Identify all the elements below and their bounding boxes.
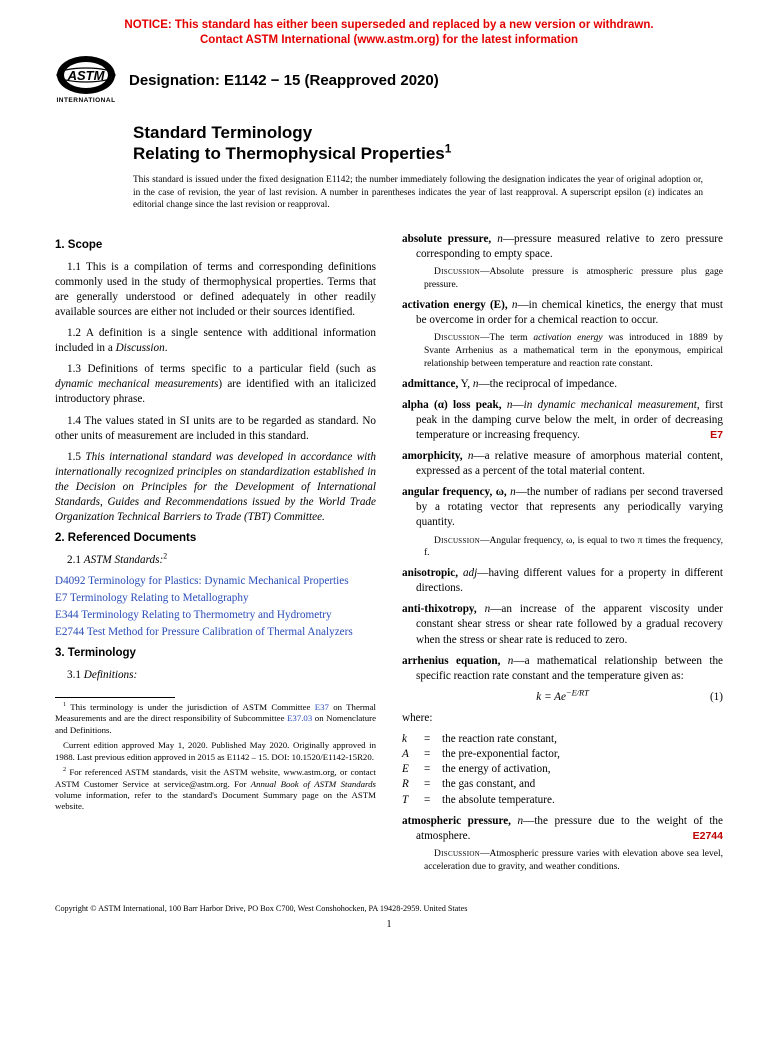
discussion: Discussion—The term activation energy wa…	[402, 332, 723, 370]
refs-sub: 2.1 ASTM Standards:2	[55, 553, 376, 568]
arrhenius-equation-formula: k = Ae−E/RT (1)	[402, 690, 723, 705]
term-ref-e2744: E2744	[707, 829, 723, 843]
equation-number: (1)	[710, 690, 723, 705]
scope-1-2: 1.2 A definition is a single sentence wi…	[55, 326, 376, 356]
where-label: where:	[402, 711, 723, 726]
terminology-sub: 3.1 Definitions:	[55, 668, 376, 683]
terminology-heading: 3. Terminology	[55, 646, 376, 662]
where-row: E=the energy of activation,	[402, 762, 723, 777]
ref-item: E2744 Test Method for Pressure Calibrati…	[55, 625, 376, 640]
discussion: Discussion—Atmospheric pressure varies w…	[402, 848, 723, 874]
term-arrhenius-equation: arrhenius equation, n—a mathematical rel…	[402, 654, 723, 684]
where-row: k=the reaction rate constant,	[402, 732, 723, 747]
term-absolute-pressure: absolute pressure, n—pressure measured r…	[402, 232, 723, 262]
svg-text:ASTM: ASTM	[67, 68, 106, 83]
footnote-1: 1 This terminology is under the jurisdic…	[55, 702, 376, 736]
committee-e37-link[interactable]: E37	[315, 702, 329, 712]
notice-banner: NOTICE: This standard has either been su…	[55, 18, 723, 48]
right-column: absolute pressure, n—pressure measured r…	[402, 232, 723, 879]
scope-1-1: 1.1 This is a compilation of terms and c…	[55, 260, 376, 320]
footnote-2: 2 For referenced ASTM standards, visit t…	[55, 767, 376, 813]
term-admittance: admittance, Y, n—the reciprocal of imped…	[402, 377, 723, 392]
title-line-2: Relating to Thermophysical Properties	[133, 144, 445, 163]
ref-e7-link[interactable]: E7 Terminology Relating to Metallography	[55, 592, 249, 604]
ref-item: D4092 Terminology for Plastics: Dynamic …	[55, 574, 376, 589]
ref-e2744-link[interactable]: E2744 Test Method for Pressure Calibrati…	[55, 626, 353, 638]
term-anti-thixotropy: anti-thixotropy, n—an increase of the ap…	[402, 602, 723, 647]
scope-heading: 1. Scope	[55, 238, 376, 254]
notice-line-1: NOTICE: This standard has either been su…	[124, 19, 653, 31]
copyright-line: Copyright © ASTM International, 100 Barr…	[55, 904, 723, 913]
astm-logo: ASTM INTERNATIONAL	[55, 54, 117, 104]
designation-line: Designation: E1142 − 15 (Reapproved 2020…	[129, 68, 439, 89]
term-atmospheric-pressure: atmospheric pressure, n—the pressure due…	[402, 814, 723, 844]
header-row: ASTM INTERNATIONAL Designation: E1142 − …	[55, 54, 723, 104]
discussion: Discussion—Angular frequency, ω, is equa…	[402, 535, 723, 561]
term-anisotropic: anisotropic, adj—having different values…	[402, 566, 723, 596]
title-line-1: Standard Terminology	[133, 123, 312, 142]
left-column: 1. Scope 1.1 This is a compilation of te…	[55, 232, 376, 879]
notice-line-2: Contact ASTM International (www.astm.org…	[200, 34, 578, 46]
ref-d4092-link[interactable]: D4092 Terminology for Plastics: Dynamic …	[55, 575, 349, 587]
footnote-separator	[55, 697, 175, 698]
where-list: k=the reaction rate constant, A=the pre-…	[402, 732, 723, 808]
term-angular-frequency: angular frequency, ω, n—the number of ra…	[402, 485, 723, 530]
where-row: R=the gas constant, and	[402, 777, 723, 792]
scope-1-3: 1.3 Definitions of terms specific to a p…	[55, 362, 376, 407]
scope-1-4: 1.4 The values stated in SI units are to…	[55, 414, 376, 444]
term-amorphicity: amorphicity, n—a relative measure of amo…	[402, 449, 723, 479]
page: NOTICE: This standard has either been su…	[0, 0, 778, 960]
svg-text:INTERNATIONAL: INTERNATIONAL	[56, 97, 115, 104]
title-block: Standard Terminology Relating to Thermop…	[133, 122, 723, 165]
discussion: Discussion—Absolute pressure is atmosphe…	[402, 266, 723, 292]
two-column-body: 1. Scope 1.1 This is a compilation of te…	[55, 232, 723, 879]
footnote-1-edition: Current edition approved May 1, 2020. Pu…	[55, 740, 376, 763]
where-row: T=the absolute temperature.	[402, 793, 723, 808]
ref-e344-link[interactable]: E344 Terminology Relating to Thermometry…	[55, 609, 332, 621]
scope-1-5: 1.5 This international standard was deve…	[55, 450, 376, 526]
where-row: A=the pre-exponential factor,	[402, 747, 723, 762]
issue-note: This standard is issued under the fixed …	[133, 174, 703, 212]
title-superscript: 1	[445, 141, 452, 155]
refs-heading: 2. Referenced Documents	[55, 531, 376, 547]
term-alpha-loss-peak: alpha (α) loss peak, n—in dynamic mechan…	[402, 398, 723, 443]
subcommittee-e3703-link[interactable]: E37.03	[287, 713, 312, 723]
ref-item: E344 Terminology Relating to Thermometry…	[55, 608, 376, 623]
term-activation-energy: activation energy (E), n—in chemical kin…	[402, 298, 723, 328]
page-number: 1	[55, 919, 723, 930]
ref-item: E7 Terminology Relating to Metallography	[55, 591, 376, 606]
